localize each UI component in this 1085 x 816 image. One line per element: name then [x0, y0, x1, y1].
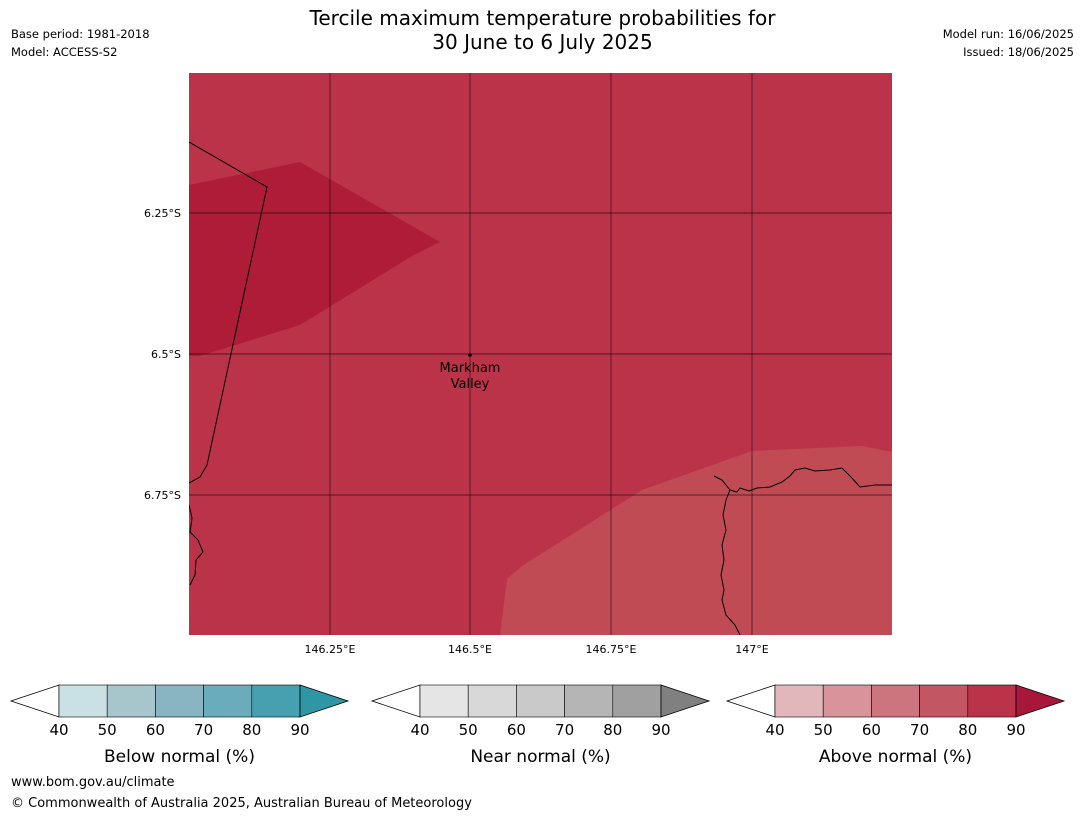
- title-line-1: Tercile maximum temperature probabilitie…: [309, 6, 776, 30]
- lon-label: 146.25°E: [305, 643, 356, 656]
- model-run: Model run: 16/06/2025: [942, 27, 1074, 41]
- map-title: Tercile maximum temperature probabilitie…: [0, 6, 1085, 54]
- colorbar-title: Above normal (%): [819, 747, 972, 767]
- colorbar-tick-label: 80: [242, 721, 261, 739]
- colorbar-segment: [564, 684, 614, 718]
- colorbar-tick-label: 50: [814, 721, 833, 739]
- lon-label: 146.5°E: [448, 643, 492, 656]
- colorbar-tick-label: 60: [146, 721, 165, 739]
- model-name: Model: ACCESS-S2: [11, 45, 118, 59]
- colorbar-tick-label: 70: [194, 721, 213, 739]
- colorbar-tick-label: 50: [98, 721, 117, 739]
- lat-label: 6.75°S: [144, 489, 181, 502]
- place-label-line-2: Valley: [451, 377, 490, 392]
- colorbar-segment: [967, 684, 1017, 718]
- colorbar-segment: [203, 684, 253, 718]
- colorbar-segment: [516, 684, 565, 718]
- colorbar-extension-low: [370, 684, 421, 718]
- footer-url: www.bom.gov.au/climate: [11, 775, 175, 790]
- colorbar-extension-high: [660, 684, 711, 718]
- east-coastline: [713, 467, 892, 493]
- colorbar-tick-label: 50: [459, 721, 478, 739]
- colorbar-tick-label: 40: [49, 721, 68, 739]
- colorbar-tick-label: 60: [862, 721, 881, 739]
- footer-copyright: © Commonwealth of Australia 2025, Austra…: [11, 796, 472, 811]
- colorbar-segment: [106, 684, 156, 718]
- lon-axis-labels: 146.25°E 146.5°E 146.75°E 147°E: [305, 643, 769, 656]
- model-info: Base period: 1981-2018 Model: ACCESS-S2: [11, 25, 150, 61]
- colorbar-tick-label: 80: [958, 721, 977, 739]
- legend-near-normal: 40 50 60 70 80 90 Near normal (%): [370, 684, 711, 767]
- colorbar-extension-high: [299, 684, 350, 718]
- map-panel: Markham Valley: [189, 73, 892, 635]
- colorbar-tick-label: 80: [603, 721, 622, 739]
- colorbar-tick-label: 90: [651, 721, 670, 739]
- colorbar-segment: [419, 684, 469, 718]
- issued-date: Issued: 18/06/2025: [963, 45, 1074, 59]
- colorbar-tick-label: 70: [555, 721, 574, 739]
- legend-above-normal: 40 50 60 70 80 90 Above normal (%): [725, 684, 1066, 767]
- lon-label: 146.75°E: [586, 643, 637, 656]
- prob-field-90-west: [189, 162, 440, 356]
- colorbar-title: Below normal (%): [104, 747, 255, 767]
- coastline-spur: [720, 489, 741, 635]
- lat-label: 6.5°S: [151, 348, 181, 361]
- boundary-line: [189, 141, 268, 484]
- colorbar-segment: [919, 684, 969, 718]
- lat-axis-labels: 6.25°S 6.5°S 6.75°S: [144, 207, 181, 502]
- colorbar-segment: [251, 684, 301, 718]
- colorbar-extension-low: [9, 684, 60, 718]
- base-period: Base period: 1981-2018: [11, 27, 150, 41]
- legend-below-normal: 40 50 60 70 80 90 Below normal (%): [9, 684, 350, 767]
- colorbar-segment: [467, 684, 517, 718]
- colorbar-extension-high: [1015, 684, 1066, 718]
- colorbar-title: Near normal (%): [470, 747, 610, 767]
- west-coastline: [189, 504, 204, 586]
- colorbar-segment: [822, 684, 872, 718]
- colorbar-segment: [612, 684, 662, 718]
- colorbar-segment: [871, 684, 920, 718]
- colorbar-extension-low: [725, 684, 776, 718]
- lon-label: 147°E: [735, 643, 768, 656]
- place-label-line-1: Markham: [440, 361, 501, 376]
- colorbar-tick-label: 40: [410, 721, 429, 739]
- colorbar-tick-label: 40: [765, 721, 784, 739]
- colorbar-tick-label: 60: [507, 721, 526, 739]
- markham-valley-marker: [468, 353, 472, 357]
- lat-label: 6.25°S: [144, 207, 181, 220]
- colorbar-tick-label: 90: [1006, 721, 1025, 739]
- colorbar-segment: [58, 684, 108, 718]
- colorbar-segment: [155, 684, 204, 718]
- colorbar-segment: [774, 684, 824, 718]
- prob-field-70: [500, 446, 892, 635]
- colorbar-tick-label: 90: [290, 721, 309, 739]
- colorbar-tick-label: 70: [910, 721, 929, 739]
- run-info: Model run: 16/06/2025 Issued: 18/06/2025: [943, 25, 1074, 61]
- title-line-2: 30 June to 6 July 2025: [432, 30, 653, 54]
